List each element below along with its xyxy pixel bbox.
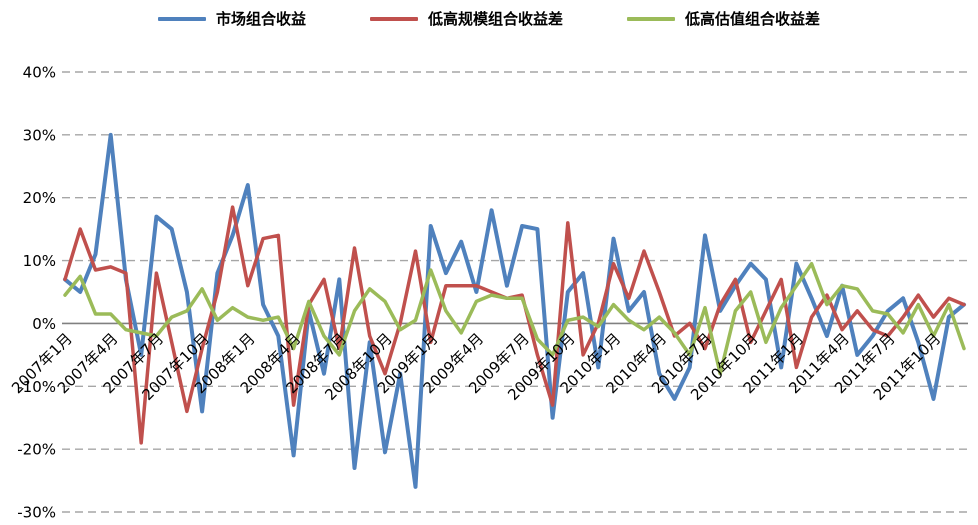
y-tick-label: -30% — [17, 504, 56, 522]
legend-swatch-valuation-spread — [627, 16, 675, 21]
legend-item-size-spread: 低高规模组合收益差 — [369, 8, 563, 29]
y-tick-label: 10% — [23, 252, 56, 270]
legend-label-valuation-spread: 低高估值组合收益差 — [685, 10, 821, 28]
legend-label-size-spread: 低高规模组合收益差 — [427, 10, 563, 28]
series-line-2 — [63, 261, 966, 376]
legend-item-valuation-spread: 低高估值组合收益差 — [627, 8, 820, 29]
y-tick-label: 30% — [23, 126, 56, 144]
legend-item-market-return: 市场组合收益 — [157, 8, 306, 29]
legend-swatch-size-spread — [369, 16, 418, 21]
y-tick-label: 20% — [23, 189, 56, 207]
y-tick-label: 40% — [23, 64, 56, 82]
chart-legend: 市场组合收益 低高规模组合收益差 低高估值组合收益差 — [0, 8, 978, 29]
y-tick-label: 0% — [32, 315, 56, 333]
y-tick-label: -20% — [17, 441, 56, 459]
legend-label-market-return: 市场组合收益 — [215, 10, 306, 28]
series-line-0 — [63, 132, 966, 489]
y-tick-label: -10% — [17, 378, 56, 396]
legend-swatch-market-return — [157, 16, 206, 21]
